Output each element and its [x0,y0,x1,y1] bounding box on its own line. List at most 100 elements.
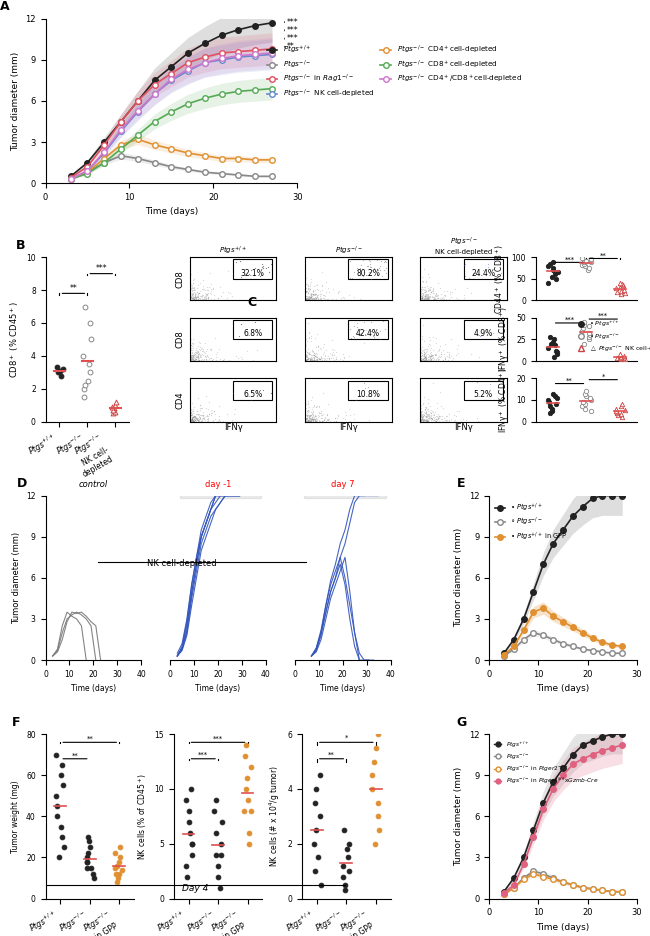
Point [436,347,447,362]
Point [421,350,431,365]
Point [618,278,628,293]
Point [192,406,203,421]
Point [374,823,384,838]
Point [415,408,426,423]
Point [203,408,213,423]
Point [424,407,434,422]
Point [208,352,218,367]
Point [190,408,200,423]
Point [214,413,224,428]
Point [191,344,202,359]
Point [190,412,201,427]
Point [51,788,62,803]
Point [185,414,195,429]
Point [348,329,358,344]
Point [422,414,433,429]
Point [315,292,325,307]
Point [309,410,319,425]
Point [417,285,428,300]
Point [445,286,456,301]
Point [311,345,321,360]
Point [243,793,254,808]
Point [302,292,313,307]
Point [223,264,233,279]
Point [211,349,222,364]
Point [57,757,68,772]
Point [185,292,195,307]
Point [439,411,449,426]
Point [302,409,313,424]
Point [309,352,319,367]
Point [419,351,430,366]
Point [185,346,196,361]
Point [453,338,463,353]
Point [429,353,439,368]
Point [308,412,318,427]
Point [436,292,447,307]
Point [422,291,433,306]
Point [311,287,322,302]
Point [306,286,317,301]
Point [187,836,197,851]
Point [424,353,434,368]
Point [216,288,226,303]
Point [465,346,476,361]
Point [545,256,556,271]
Point [205,353,215,368]
Point [344,271,355,285]
Point [302,293,312,308]
Point [422,402,433,417]
Point [584,319,594,334]
Point [306,285,317,300]
Point [422,290,432,305]
Point [187,836,197,851]
Legend: $Ptgs^{+/+}$, $Ptgs^{-/-}$, $Ptgs^{-/-}$ in $Ptger2^{-/-}$, $Ptgs^{-/-}$ in $Ptg: $Ptgs^{+/+}$, $Ptgs^{-/-}$, $Ptgs^{-/-}$… [492,737,601,788]
Point [111,867,122,882]
Point [425,348,436,363]
Point [424,336,434,351]
Point [441,353,451,368]
Point [315,354,326,369]
Point [418,343,428,358]
Point [381,260,391,275]
Point [423,339,434,354]
Point [426,349,436,364]
Point [185,290,196,305]
Point [430,288,441,303]
Point [433,409,443,424]
Point [304,412,314,427]
Point [437,414,447,429]
Point [415,405,426,420]
Point [187,285,197,300]
Point [309,330,320,345]
Point [187,413,197,428]
Point [203,413,213,428]
Point [421,408,431,423]
Point [255,269,265,284]
Point [416,408,426,423]
Point [420,291,430,306]
Point [337,870,348,885]
Point [302,292,313,307]
Point [379,263,389,278]
Point [196,349,207,364]
Point [302,410,313,425]
Point [307,292,318,307]
Point [438,343,448,358]
Point [339,290,350,305]
Point [187,292,197,307]
Point [426,289,437,304]
Point [426,352,436,367]
Point [81,854,92,869]
Point [193,413,203,428]
Point [307,405,318,420]
Point [216,847,226,862]
Point [191,352,202,367]
Point [318,386,328,401]
Point [424,354,435,369]
Point [449,413,460,428]
Point [308,290,318,305]
Point [202,352,212,367]
Point [434,414,445,429]
Point [419,407,430,422]
